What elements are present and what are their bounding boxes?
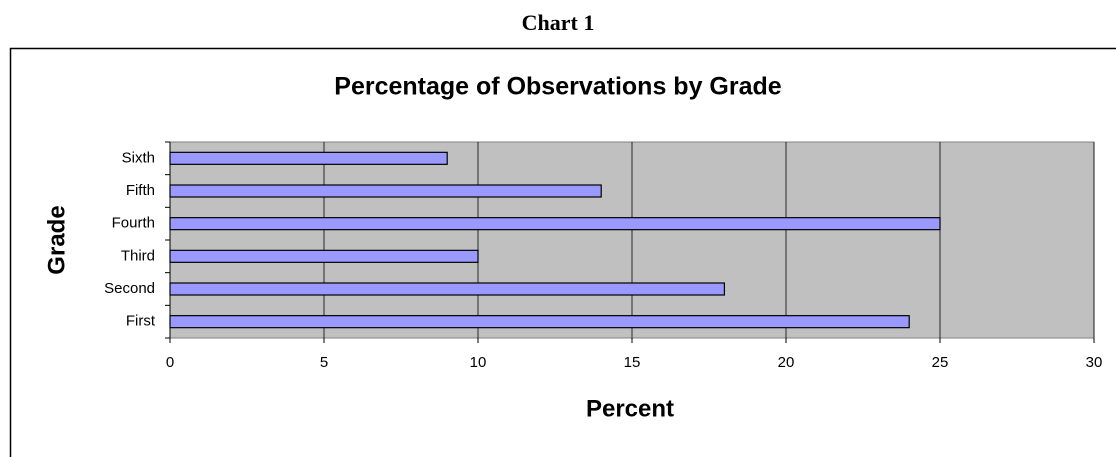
x-tick-label: 10 <box>470 354 487 371</box>
x-tick-label: 20 <box>778 354 795 371</box>
y-tick-label: Fourth <box>112 215 155 232</box>
bar <box>169 217 941 231</box>
x-axis-label: Percent <box>586 395 674 422</box>
chart-frame <box>9 47 1116 457</box>
y-tick-label: Second <box>104 280 155 297</box>
bar <box>169 151 448 165</box>
chart-title: Percentage of Observations by Grade <box>334 73 781 101</box>
y-axis-label: Grade <box>43 205 70 274</box>
bar <box>169 184 602 198</box>
x-tick-label: 25 <box>932 354 949 371</box>
x-tick-label: 0 <box>166 354 174 371</box>
y-tick-label: Fifth <box>126 182 155 199</box>
x-tick-label: 5 <box>320 354 328 371</box>
bar <box>169 282 726 296</box>
bar <box>169 315 910 329</box>
x-tick-label: 15 <box>624 354 641 371</box>
y-tick-label: First <box>126 313 156 330</box>
y-tick-label: Sixth <box>122 149 155 166</box>
x-tick-label: 30 <box>1086 354 1103 371</box>
bar <box>169 249 479 263</box>
y-tick-label: Third <box>121 247 155 264</box>
caption: Chart 1 <box>522 10 595 35</box>
